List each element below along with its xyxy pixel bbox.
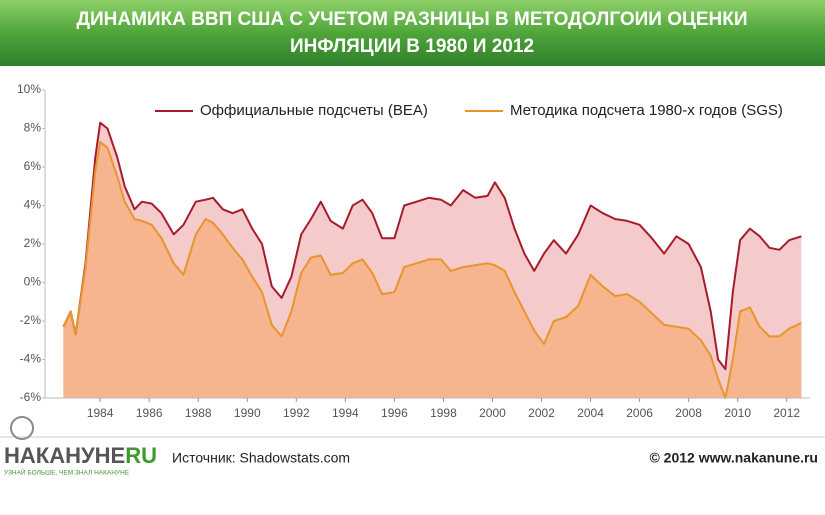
logo-part: НАКАНУНЕ — [4, 443, 125, 468]
x-tick-label: 2004 — [577, 406, 604, 420]
x-tick-label: 1994 — [332, 406, 359, 420]
y-tick-label: -6% — [20, 390, 42, 404]
logo-part: RU — [125, 443, 157, 468]
chart-title: ДИНАМИКА ВВП США С УЧЕТОМ РАЗНИЦЫ В МЕТО… — [76, 9, 747, 30]
legend-label: Оффициальные подсчеты (BEA) — [200, 102, 428, 119]
x-tick-label: 2002 — [528, 406, 555, 420]
y-tick-label: -2% — [20, 313, 42, 327]
x-tick-label: 2010 — [724, 406, 751, 420]
y-tick-label: 2% — [24, 236, 42, 250]
line — [62, 141, 802, 399]
y-tick-label: 8% — [24, 121, 42, 135]
x-tick-label: 2006 — [626, 406, 653, 420]
x-tick-label: 2000 — [479, 406, 506, 420]
y-tick-label: -4% — [20, 352, 42, 366]
x-tick-label: 1992 — [283, 406, 310, 420]
x-tick-label: 1990 — [234, 406, 261, 420]
source: Источник: Shadowstats.com — [172, 450, 350, 466]
x-tick-label: 1988 — [185, 406, 212, 420]
plot: -6% -4% -2% 0% 2% 4% 6% 8% 10% 1984 1986 1988 1990 19… — [17, 82, 810, 420]
x-tick-label: 2012 — [773, 406, 800, 420]
copyright: © 2012 www.nakanune.ru — [649, 450, 818, 466]
y-tick-label: 4% — [24, 198, 42, 212]
line — [62, 121, 802, 371]
logo-tagline: УЗНАЙ БОЛЬШЕ, ЧЕМ ЗНАЛ НАКАНУНЕ — [4, 468, 130, 477]
legend-label: Методика подсчета 1980-х годов (SGS) — [510, 102, 783, 119]
y-tick-label: 0% — [24, 275, 42, 289]
logo-icon — [10, 416, 34, 440]
logo: НАКАНУНЕRU — [4, 443, 157, 468]
x-tick-label: 1984 — [87, 406, 114, 420]
x-tick-label: 1986 — [136, 406, 163, 420]
y-tick-label: 10% — [17, 82, 41, 96]
x-tick-label: 2008 — [675, 406, 702, 420]
y-tick-label: 6% — [24, 159, 42, 173]
x-tick-label: 1996 — [381, 406, 408, 420]
area — [63, 142, 802, 398]
title-banner — [0, 0, 825, 66]
chart-title: ИНФЛЯЦИИ В 1980 И 2012 — [290, 36, 534, 57]
x-tick-label: 1998 — [430, 406, 457, 420]
